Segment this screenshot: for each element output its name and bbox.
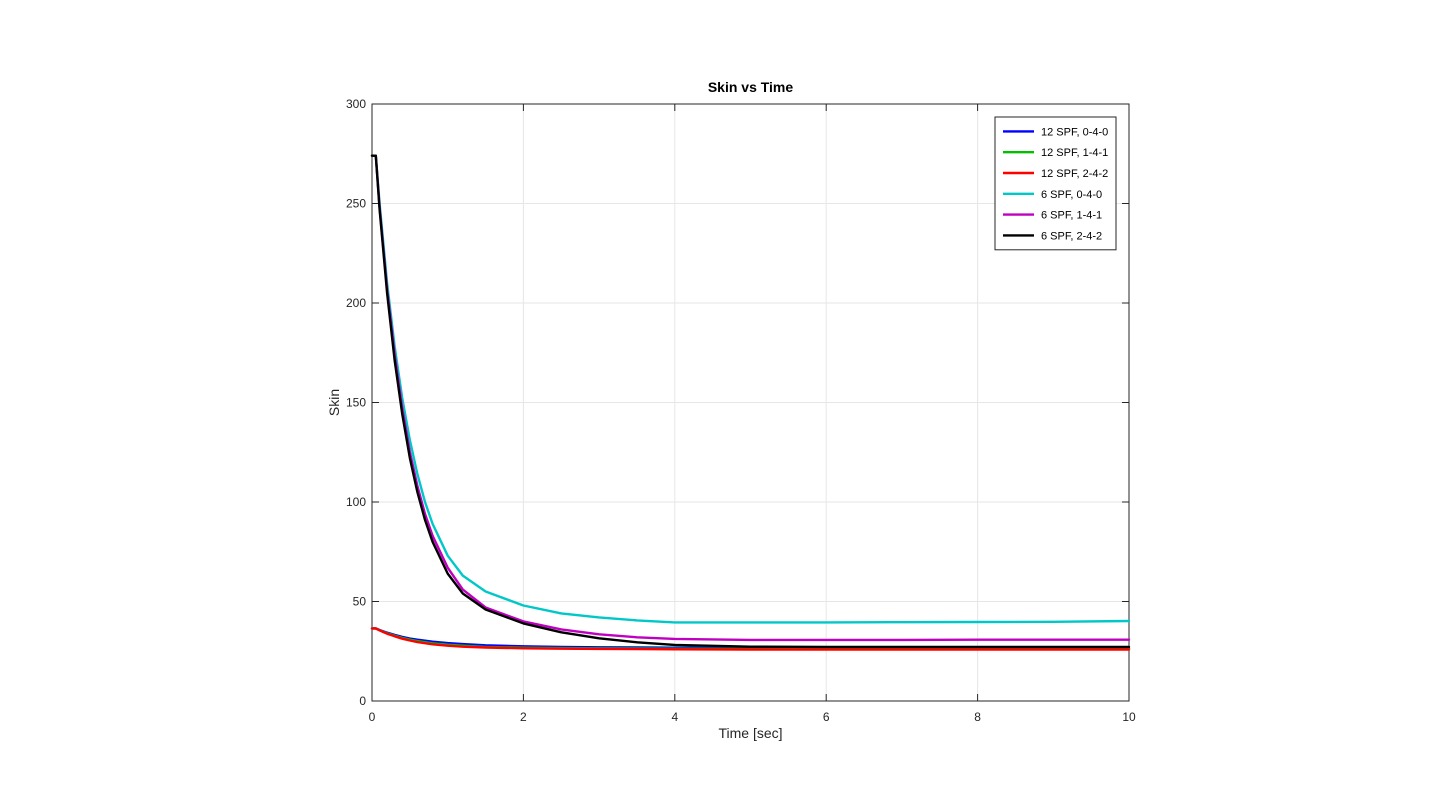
y-tick-label: 250	[346, 197, 366, 211]
y-tick-label: 0	[359, 694, 366, 708]
y-tick-label: 100	[346, 495, 366, 509]
y-tick-label: 150	[346, 396, 366, 410]
legend: 12 SPF, 0-4-0 12 SPF, 1-4-1 12 SPF, 2-4-2 6…	[994, 116, 1117, 251]
x-tick-label: 6	[823, 710, 830, 724]
chart-title: Skin vs Time	[708, 79, 794, 95]
series-line-3	[370, 627, 1131, 651]
y-tick-label: 200	[346, 296, 366, 310]
legend-label: 6 SPF, 1-4-1	[1041, 210, 1102, 222]
y-tick-label: 300	[346, 97, 366, 111]
x-tick-label: 8	[974, 710, 981, 724]
legend-box	[994, 116, 1117, 251]
x-tick-label: 2	[520, 710, 527, 724]
y-axis-label: Skin	[326, 389, 342, 416]
series-lines	[370, 154, 1131, 651]
y-tick-label: 50	[353, 595, 367, 609]
x-tick-label: 4	[671, 710, 678, 724]
legend-label: 12 SPF, 1-4-1	[1041, 147, 1108, 159]
x-tick-label: 10	[1122, 710, 1136, 724]
series-line-1	[370, 627, 1131, 650]
series-line-6	[370, 154, 1131, 649]
x-tick-label: 0	[369, 710, 376, 724]
x-axis-label: Time [sec]	[718, 725, 782, 741]
legend-label: 12 SPF, 0-4-0	[1041, 126, 1108, 138]
legend-label: 6 SPF, 0-4-0	[1041, 189, 1102, 201]
legend-label: 12 SPF, 2-4-2	[1041, 168, 1108, 180]
legend-label: 6 SPF, 2-4-2	[1041, 230, 1102, 242]
